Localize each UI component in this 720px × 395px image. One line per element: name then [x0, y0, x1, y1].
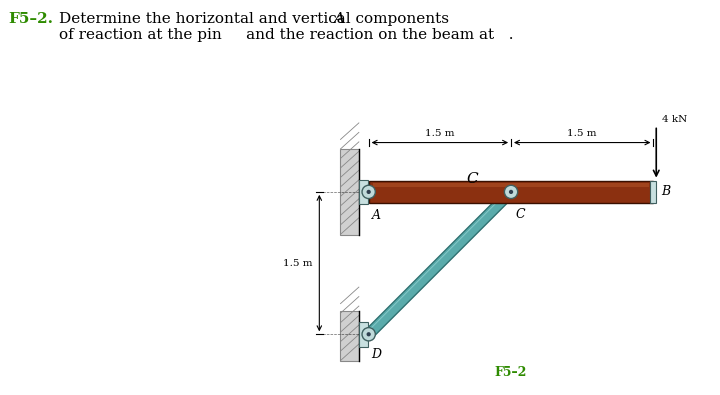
Text: 1.5 m: 1.5 m	[425, 129, 454, 138]
Text: F5–2: F5–2	[495, 366, 527, 379]
Bar	[359, 322, 368, 346]
Text: 1.5 m: 1.5 m	[283, 259, 312, 267]
Text: C: C	[516, 208, 526, 221]
Circle shape	[505, 185, 518, 199]
Bar	[340, 149, 359, 235]
Circle shape	[366, 332, 371, 337]
Text: F5–2.: F5–2.	[9, 12, 53, 26]
Text: Determine the horizontal and vertical components
of reaction at the pin     and : Determine the horizontal and vertical co…	[59, 12, 513, 42]
Text: D: D	[372, 348, 382, 361]
Circle shape	[362, 185, 375, 199]
Circle shape	[366, 190, 371, 194]
Text: 4 kN: 4 kN	[662, 115, 687, 124]
Text: 1.5 m: 1.5 m	[567, 129, 597, 138]
Text: A: A	[372, 209, 381, 222]
Bar	[649, 181, 656, 203]
Bar	[374, 183, 649, 187]
Polygon shape	[365, 188, 515, 338]
Bar	[340, 310, 359, 361]
Circle shape	[509, 190, 513, 194]
Text: B: B	[661, 185, 670, 198]
Text: A: A	[333, 12, 344, 26]
Text: C: C	[467, 172, 478, 186]
Circle shape	[362, 327, 375, 341]
Bar	[369, 181, 654, 203]
Bar	[359, 180, 368, 204]
